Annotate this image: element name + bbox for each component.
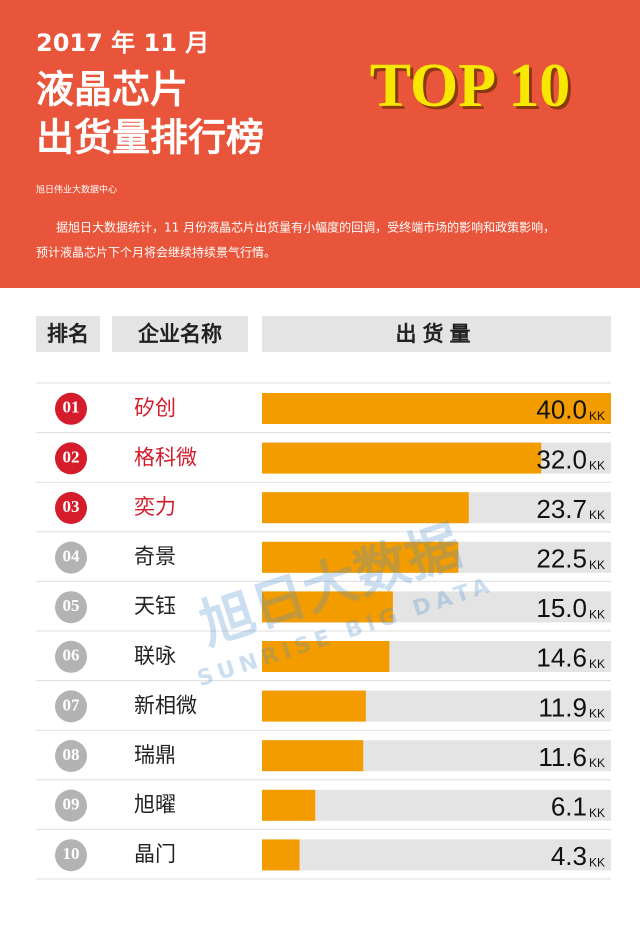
badge-shadow: TOP 10	[373, 55, 573, 123]
rank-badge	[55, 839, 87, 872]
value-label: 6.1	[551, 791, 587, 821]
rank: 06	[63, 646, 80, 665]
rank: 04	[63, 547, 81, 566]
rank-badge	[55, 740, 87, 772]
value-label: 11.9	[538, 692, 587, 722]
unit: KK	[589, 855, 605, 869]
company-name: 新相微	[134, 693, 197, 717]
rank-badge	[55, 392, 87, 425]
unit: KK	[589, 508, 605, 522]
rank-badge	[55, 541, 87, 574]
company-name: 旭曜	[134, 793, 176, 817]
bar	[262, 839, 300, 871]
value-label: 32.0	[536, 444, 587, 474]
header-cell	[36, 316, 100, 352]
unit: KK	[589, 409, 605, 423]
company-name: 格科微	[134, 445, 197, 469]
source: 旭日伟业大数据中心	[36, 184, 117, 196]
rank: 09	[63, 795, 80, 814]
company-name: 晶门	[134, 842, 176, 866]
title-line: 液晶芯片	[36, 68, 188, 112]
value-label: 11.6	[538, 742, 587, 772]
rank-badge	[55, 442, 87, 475]
bar	[262, 740, 364, 772]
bar	[262, 492, 469, 524]
unit: KK	[589, 806, 605, 820]
bar	[262, 591, 393, 623]
rank-badge	[55, 640, 87, 673]
rank-badge	[55, 789, 87, 822]
unit: KK	[589, 607, 605, 621]
unit: KK	[589, 657, 605, 671]
rank: 01	[63, 398, 80, 417]
rank: 05	[63, 596, 80, 615]
date: 2017 年 11 月	[36, 29, 209, 57]
rank-badge	[55, 690, 87, 723]
bar	[262, 393, 611, 424]
company-name: 瑞鼎	[134, 743, 176, 767]
bar	[262, 442, 542, 474]
unit: KK	[589, 707, 605, 721]
unit: KK	[589, 459, 605, 473]
badge: TOP 10	[370, 52, 570, 120]
company-name: 联咏	[134, 644, 176, 668]
bar	[262, 789, 316, 821]
company-name: 奕力	[134, 495, 176, 519]
bar	[262, 541, 459, 573]
description: 预计液晶芯片下个月将会继续持续景气行情。	[36, 245, 276, 260]
company-name: 矽创	[134, 396, 176, 420]
value-label: 4.3	[551, 841, 587, 871]
value-label: 15.0	[536, 593, 587, 623]
header-cell	[262, 316, 611, 352]
description: 据旭日大数据统计，11 月份液晶芯片出货量有小幅度的回调，受终端市场的影响和政策…	[56, 220, 555, 235]
unit: KK	[589, 558, 605, 572]
value-label: 22.5	[536, 543, 587, 573]
rank-badge	[55, 492, 87, 524]
value-label: 40.0	[536, 395, 587, 425]
rank: 08	[63, 745, 80, 764]
bar-track	[262, 839, 611, 871]
unit: KK	[589, 756, 605, 770]
bar	[262, 641, 390, 672]
title-line: 出货量排行榜	[36, 116, 264, 160]
rank: 07	[63, 695, 81, 714]
value-label: 23.7	[536, 494, 587, 524]
header-text: 出货量	[396, 322, 477, 346]
company-name: 奇景	[134, 545, 176, 569]
bar-track	[262, 789, 611, 821]
header-bg	[0, 0, 640, 288]
company-name: 天钰	[134, 594, 176, 618]
rank-badge	[55, 591, 87, 624]
rank: 02	[63, 447, 80, 466]
header-text: 企业名称	[137, 322, 222, 346]
rank: 03	[63, 497, 80, 516]
header-text: 排名	[47, 322, 89, 346]
value-label: 14.6	[536, 643, 587, 673]
rank: 10	[63, 844, 80, 863]
bar	[262, 690, 366, 722]
header-cell	[112, 316, 248, 352]
